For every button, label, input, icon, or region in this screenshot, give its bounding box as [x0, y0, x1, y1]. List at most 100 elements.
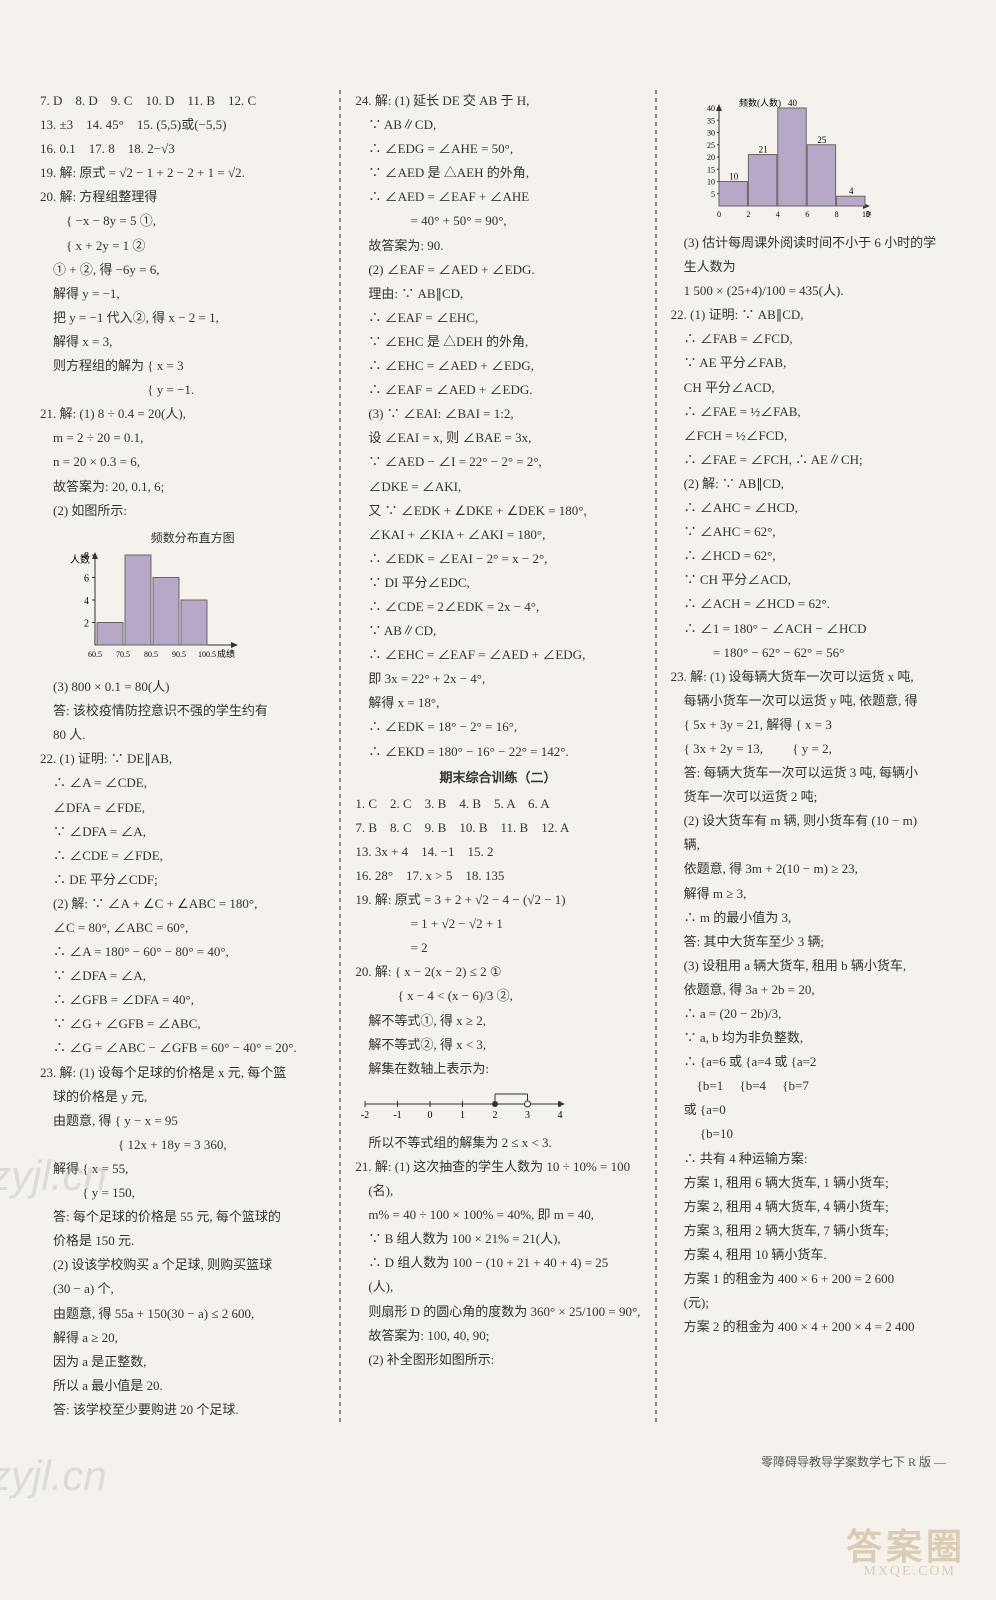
text-line: ∵ a, b 均为非负整数,	[671, 1027, 956, 1049]
text-line: ∴ ∠1 = 180° − ∠ACH − ∠HCD	[671, 618, 956, 640]
text-line: ∵ AB∥CD,	[355, 620, 640, 642]
text-line: 所以不等式组的解集为 2 ≤ x < 3.	[355, 1132, 640, 1154]
text-line: ∴ ∠EKD = 180° − 16° − 22° = 142°.	[355, 741, 640, 763]
text-line: 24. 解: (1) 延长 DE 交 AB 于 H,	[355, 90, 640, 112]
svg-text:10: 10	[729, 172, 739, 182]
svg-text:频数(人数): 频数(人数)	[739, 97, 781, 108]
text-line: ∵ ∠AED 是 △AEH 的外角,	[355, 162, 640, 184]
text-line: ∠DKE = ∠AKI,	[355, 476, 640, 498]
text-line: 23. 解: (1) 设每个足球的价格是 x 元, 每个篮	[40, 1062, 325, 1084]
svg-text:20: 20	[707, 153, 715, 162]
svg-text:5: 5	[711, 190, 715, 199]
column-2: 24. 解: (1) 延长 DE 交 AB 于 H, ∵ AB∥CD, ∴ ∠E…	[345, 90, 650, 1423]
text-line: 解得 y = −1,	[40, 283, 325, 305]
text-line: ∴ ∠FAE = ½∠FAB,	[671, 401, 956, 423]
svg-text:80.5: 80.5	[144, 650, 158, 659]
text-line: 7. D 8. D 9. C 10. D 11. B 12. C	[40, 90, 325, 112]
text-line: 球的价格是 y 元,	[40, 1086, 325, 1108]
svg-text:30: 30	[707, 129, 715, 138]
text-line: 又 ∵ ∠EDK + ∠DKE + ∠DEK = 180°,	[355, 500, 640, 522]
svg-text:6: 6	[805, 210, 809, 219]
histogram-chart-1: 频数分布直方图 246860.570.580.590.5100.5人数成绩	[60, 528, 325, 670]
text-line: 方案 2, 租用 4 辆大货车, 4 辆小货车;	[671, 1196, 956, 1218]
text-line: m% = 40 ÷ 100 × 100% = 40%, 即 m = 40,	[355, 1204, 640, 1226]
text-line: 把 y = −1 代入②, 得 x − 2 = 1,	[40, 307, 325, 329]
text-line: ∴ a = (20 − 2b)/3,	[671, 1003, 956, 1025]
text-line: m = 2 ÷ 20 = 0.1,	[40, 427, 325, 449]
text-line: ∴ ∠GFB = ∠DFA = 40°,	[40, 989, 325, 1011]
text-line: 解不等式②, 得 x < 3,	[355, 1034, 640, 1056]
text-line: ∴ ∠AHC = ∠HCD,	[671, 497, 956, 519]
text-line: 16. 28° 17. x > 5 18. 135	[355, 865, 640, 887]
text-line: ∵ CH 平分∠ACD,	[671, 569, 956, 591]
text-line: (2) 解: ∵ ∠A + ∠C + ∠ABC = 180°,	[40, 893, 325, 915]
text-line: 21. 解: (1) 这次抽查的学生人数为 10 ÷ 10% = 100	[355, 1156, 640, 1178]
text-line: 16. 0.1 17. 8 18. 2−√3	[40, 138, 325, 160]
svg-text:25: 25	[707, 141, 715, 150]
svg-text:10: 10	[707, 178, 715, 187]
text-line: = 40° + 50° = 90°,	[355, 210, 640, 232]
text-line: 故答案为: 20, 0.1, 6;	[40, 476, 325, 498]
number-line: -2-101234	[355, 1084, 640, 1128]
text-line: ∵ ∠DFA = ∠A,	[40, 821, 325, 843]
col1-lines-top: 7. D 8. D 9. C 10. D 11. B 12. C13. ±3 1…	[40, 90, 325, 522]
text-line: ∴ ∠A = 180° − 60° − 80° = 40°,	[40, 941, 325, 963]
col1-lines-bottom: (3) 800 × 0.1 = 80(人) 答: 该校疫情防控意识不强的学生约有…	[40, 676, 325, 1421]
text-line: 答: 每个足球的价格是 55 元, 每个篮球的	[40, 1206, 325, 1228]
text-line: ∠KAI + ∠KIA + ∠AKI = 180°,	[355, 524, 640, 546]
text-line: 1. C 2. C 3. B 4. B 5. A 6. A	[355, 793, 640, 815]
text-line: 19. 解: 原式 = √2 − 1 + 2 − 2 + 1 = √2.	[40, 162, 325, 184]
text-line: ∴ ∠CDE = ∠FDE,	[40, 845, 325, 867]
text-line: 解不等式①, 得 x ≥ 2,	[355, 1010, 640, 1032]
text-line: (名),	[355, 1180, 640, 1202]
text-line: (30 − a) 个,	[40, 1278, 325, 1300]
text-line: 20. 解: 方程组整理得	[40, 186, 325, 208]
text-line: ∵ ∠DFA = ∠A,	[40, 965, 325, 987]
text-line: 理由: ∵ AB∥CD,	[355, 283, 640, 305]
svg-text:4: 4	[849, 186, 854, 196]
svg-text:4: 4	[775, 210, 779, 219]
text-line: ∵ AE 平分∠FAB,	[671, 352, 956, 374]
text-line: ∵ DI 平分∠EDC,	[355, 572, 640, 594]
text-line: (3) 估计每周课外阅读时间不小于 6 小时的学	[671, 232, 956, 254]
column-divider-2	[655, 90, 657, 1423]
svg-text:4: 4	[84, 596, 89, 607]
column-1: 7. D 8. D 9. C 10. D 11. B 12. C13. ±3 1…	[30, 90, 335, 1423]
col3-lines: (3) 估计每周课外阅读时间不小于 6 小时的学 生人数为 1 500 × (2…	[671, 232, 956, 1338]
text-line: 解得 m ≥ 3,	[671, 883, 956, 905]
text-line: 则扇形 D 的圆心角的度数为 360° × 25/100 = 90°,	[355, 1301, 640, 1323]
text-line: (2) ∠EAF = ∠AED + ∠EDG.	[355, 259, 640, 281]
svg-text:8: 8	[834, 210, 838, 219]
text-line: ∠C = 80°, ∠ABC = 60°,	[40, 917, 325, 939]
text-line: (3) 800 × 0.1 = 80(人)	[40, 676, 325, 698]
text-line: 答: 每辆大货车一次可以运货 3 吨, 每辆小	[671, 762, 956, 784]
stamp-url: MXQE.COM	[863, 1564, 956, 1580]
section-title: 期末综合训练（二）	[355, 767, 640, 789]
text-line: ∵ ∠G + ∠GFB = ∠ABC,	[40, 1013, 325, 1035]
text-line: 答: 该校疫情防控意识不强的学生约有	[40, 700, 325, 722]
chart2-svg: 5101520253035401021402540246810频数(人数)时间/…	[691, 96, 871, 226]
text-line: CH 平分∠ACD,	[671, 377, 956, 399]
text-line: 13. ±3 14. 45° 15. (5,5)或(−5,5)	[40, 114, 325, 136]
text-line: 故答案为: 90.	[355, 235, 640, 257]
svg-text:1: 1	[460, 1110, 465, 1121]
text-line: 或 {a=0	[671, 1099, 956, 1121]
text-line: = 2	[355, 937, 640, 959]
text-line: 方案 1, 租用 6 辆大货车, 1 辆小货车;	[671, 1172, 956, 1194]
text-line: ∵ ∠EHC 是 △DEH 的外角,	[355, 331, 640, 353]
text-line: { 5x + 3y = 21, 解得 { x = 3	[671, 714, 956, 736]
svg-text:成绩: 成绩	[217, 648, 235, 659]
text-line: 每辆小货车一次可以运货 y 吨, 依题意, 得	[671, 690, 956, 712]
text-line: (2) 设该学校购买 a 个足球, 则购买篮球	[40, 1254, 325, 1276]
text-line: ∴ ∠FAE = ∠FCH, ∴ AE∥CH;	[671, 449, 956, 471]
text-line: 即 3x = 22° + 2x − 4°,	[355, 668, 640, 690]
text-line: 21. 解: (1) 8 ÷ 0.4 = 20(人),	[40, 403, 325, 425]
text-line: ∴ ∠EDK = ∠EAI − 2° = x − 2°,	[355, 548, 640, 570]
numberline-svg: -2-101234	[355, 1084, 575, 1124]
svg-text:40: 40	[788, 98, 798, 108]
histogram-chart-2: 5101520253035401021402540246810频数(人数)时间/…	[691, 96, 956, 226]
text-line: {b=10	[671, 1123, 956, 1145]
col2-lines-mid: 1. C 2. C 3. B 4. B 5. A 6. A7. B 8. C 9…	[355, 793, 640, 1080]
text-line: 方案 1 的租金为 400 × 6 + 200 = 2 600	[671, 1268, 956, 1290]
text-line: 20. 解: { x − 2(x − 2) ≤ 2 ①	[355, 961, 640, 983]
